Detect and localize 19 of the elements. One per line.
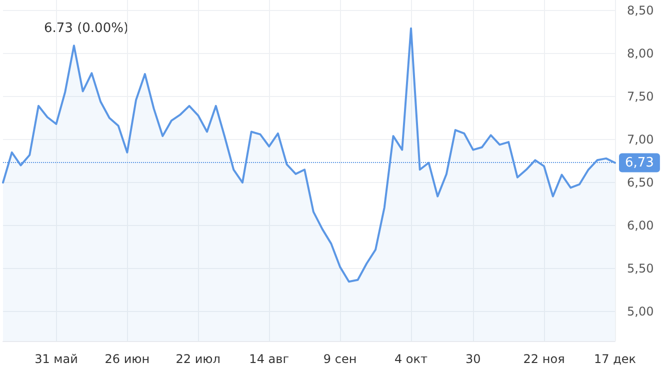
- y-tick-label: 6,50: [627, 176, 654, 190]
- y-tick-label: 6,00: [627, 218, 654, 233]
- x-tick-label: 31 май: [34, 352, 78, 366]
- y-tick-label: 7,00: [627, 132, 654, 146]
- y-tick-label: 5,50: [627, 262, 654, 276]
- y-tick-label: 8,00: [627, 46, 654, 60]
- x-tick-label: 22 ноя: [523, 352, 565, 366]
- x-tick-label: 4 окт: [394, 352, 428, 366]
- y-tick-label: 5,00: [627, 304, 654, 319]
- ref-line-label: 6,73: [625, 155, 654, 170]
- x-tick-label: 9 сен: [323, 352, 357, 366]
- x-tick-label: 22 июл: [176, 352, 220, 366]
- y-tick-label: 8,50: [627, 3, 654, 18]
- x-tick-label: 26 июн: [104, 352, 150, 366]
- annotation: 6.73 (0.00%): [44, 21, 129, 36]
- x-tick-label: 17 дек: [594, 352, 636, 366]
- x-tick-label: 30: [465, 352, 481, 366]
- x-tick-label: 14 авг: [249, 352, 289, 366]
- y-tick-label: 7,50: [627, 89, 654, 104]
